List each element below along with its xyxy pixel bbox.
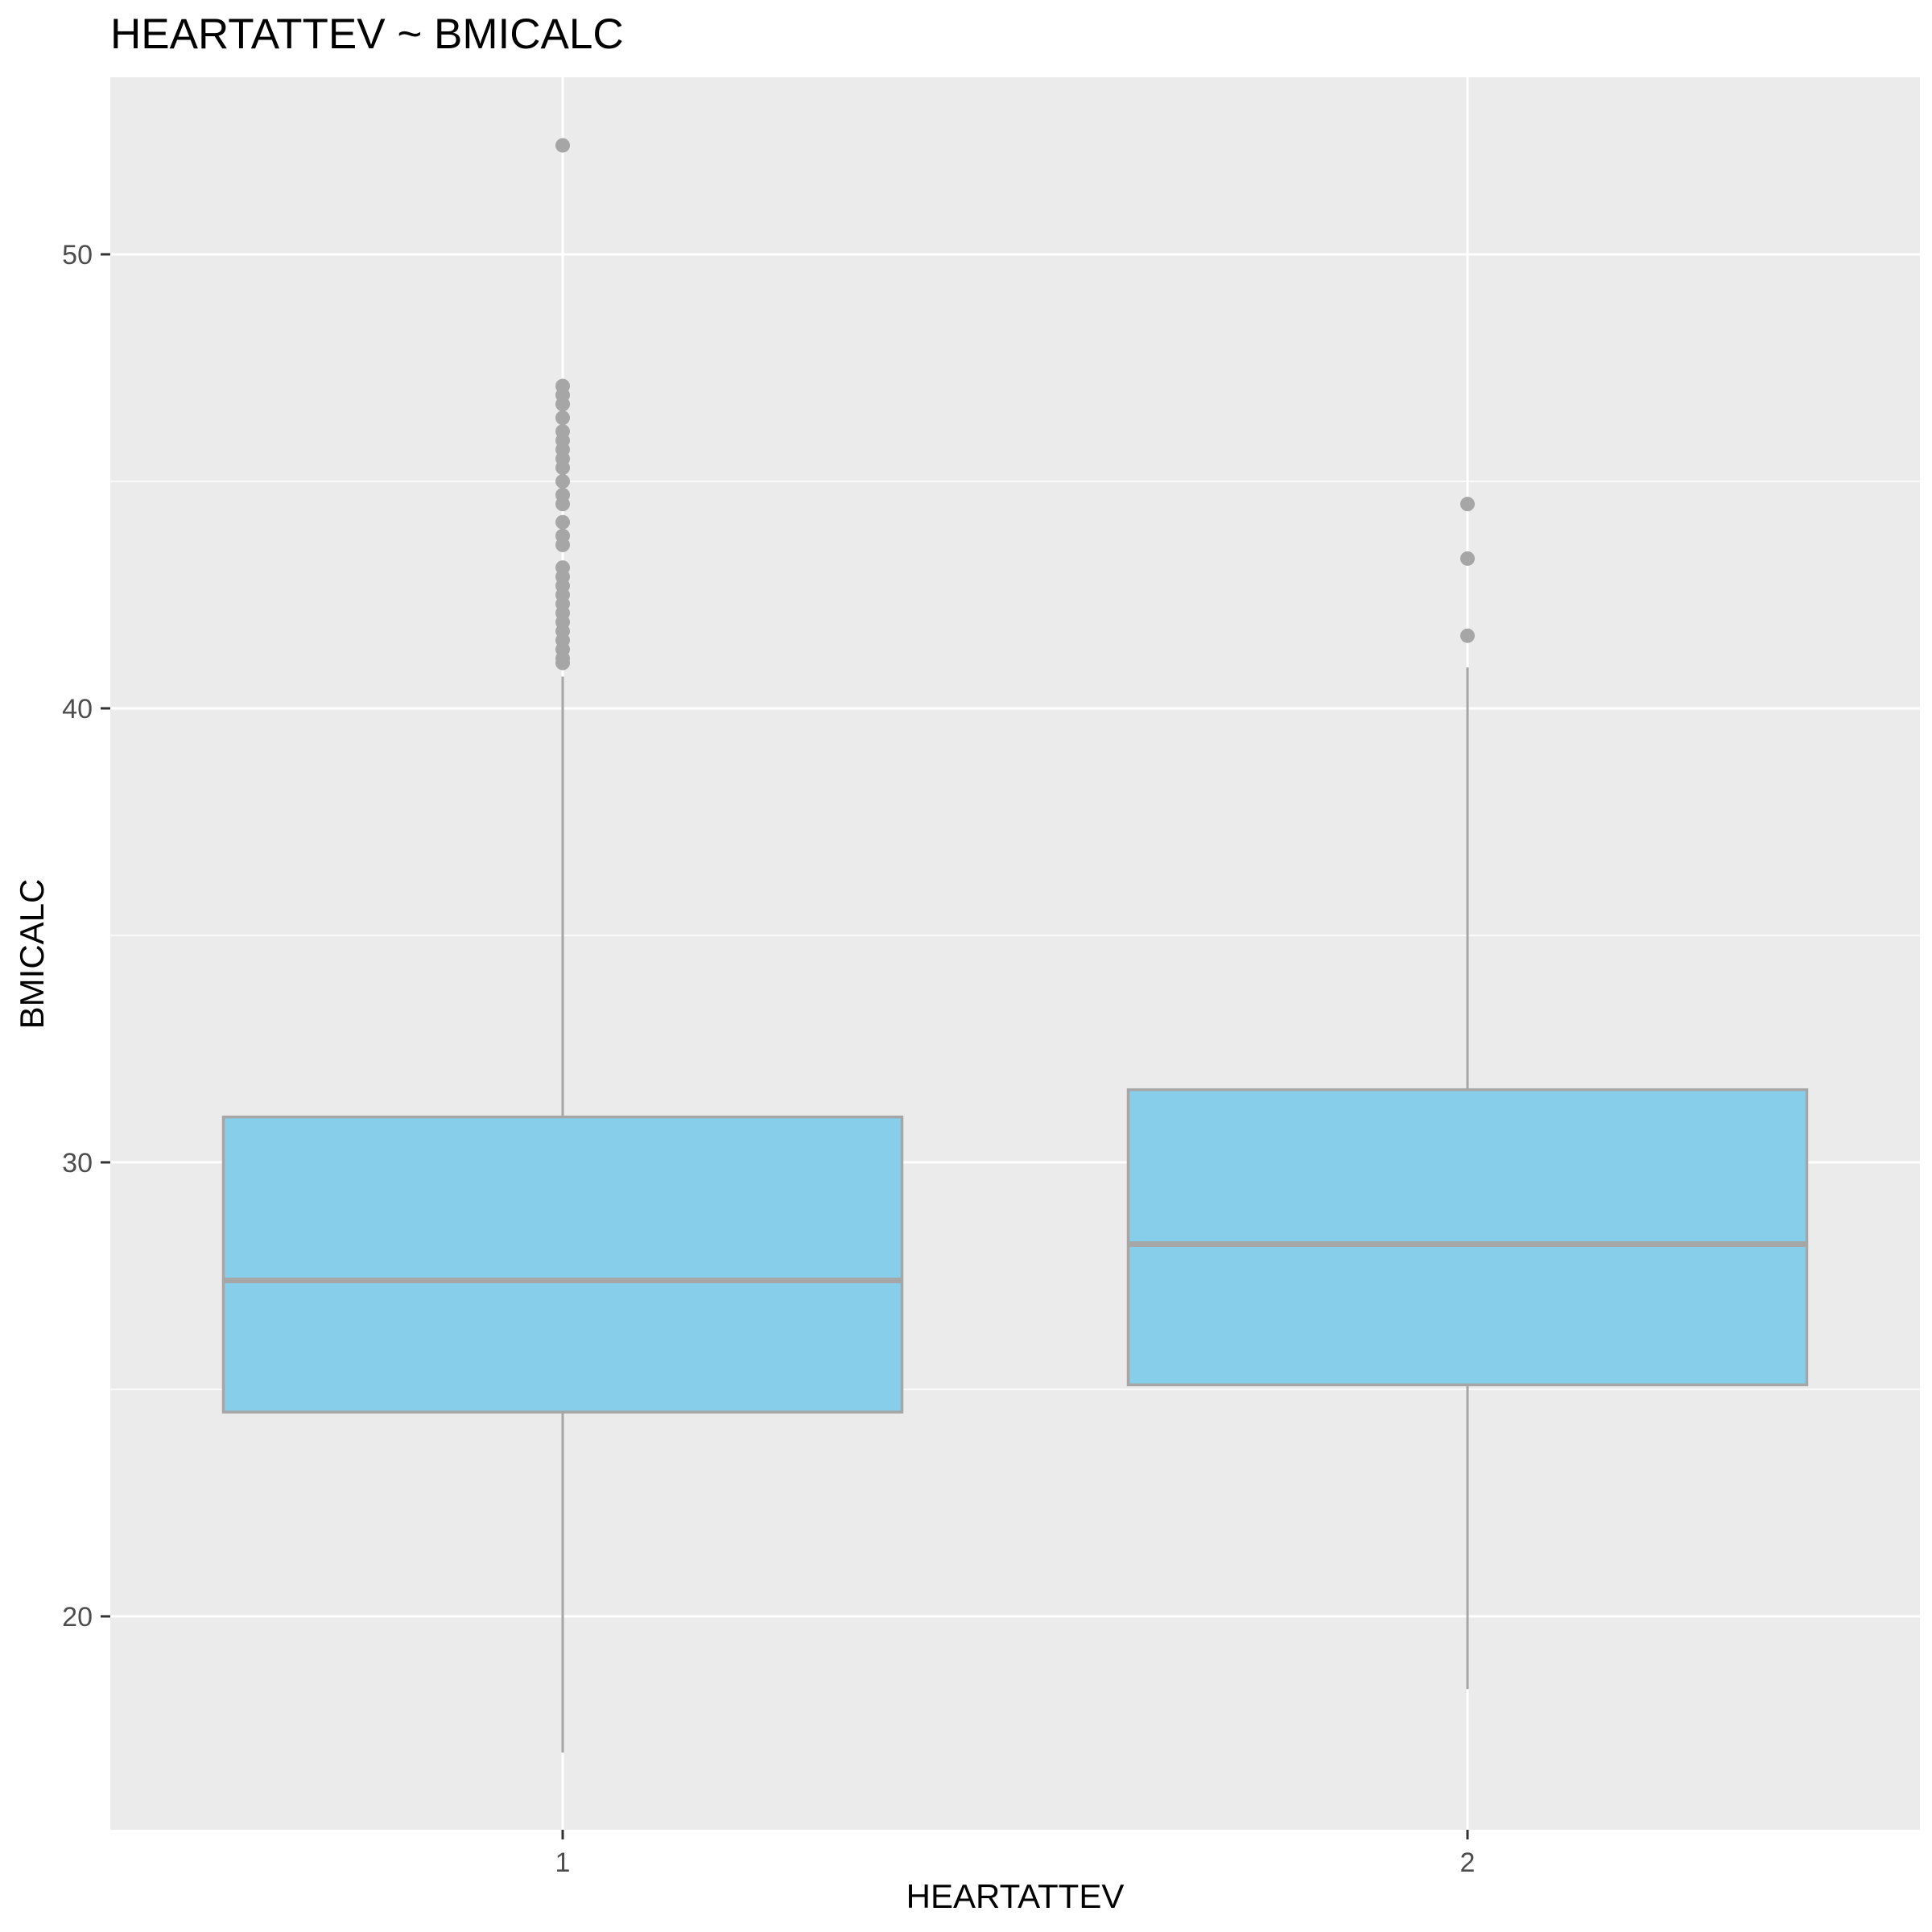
outlier-point: [555, 423, 570, 439]
outlier-point: [555, 487, 570, 502]
y-tick-label: 20: [62, 1602, 93, 1633]
outlier-point: [1460, 628, 1475, 643]
outlier-point: [555, 138, 570, 153]
x-axis-title: HEARTATTEV: [906, 1877, 1125, 1915]
y-tick-label: 30: [62, 1148, 93, 1179]
y-axis-title: BMICALC: [13, 879, 51, 1030]
x-tick-label: 2: [1460, 1847, 1476, 1878]
outlier-point: [555, 410, 570, 425]
plot-panel: [110, 77, 1920, 1830]
outlier-point: [555, 378, 570, 394]
box-marks: [221, 138, 1809, 1753]
axes: 20 30 40 50 1 2: [62, 240, 1475, 1878]
y-tick-label: 40: [62, 694, 93, 724]
iqr-box: [221, 1115, 904, 1414]
chart-title: HEARTATTEV ~ BMICALC: [110, 10, 624, 58]
x-tick-label: 1: [555, 1847, 571, 1878]
outlier-point: [555, 514, 570, 530]
outlier-point: [1460, 497, 1475, 512]
outlier-point: [555, 560, 570, 576]
outlier-point: [555, 473, 570, 489]
iqr-box: [1126, 1088, 1809, 1387]
outlier-point: [555, 528, 570, 543]
outlier-point: [1460, 551, 1475, 566]
y-tick-label: 50: [62, 240, 93, 270]
